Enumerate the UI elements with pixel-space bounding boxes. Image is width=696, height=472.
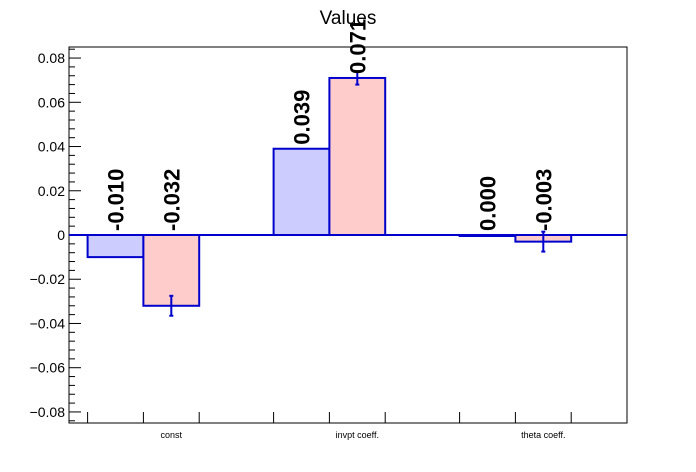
y-tick-label: −0.08 — [30, 404, 66, 420]
chart-title: Values — [320, 8, 377, 29]
bar — [86, 234, 145, 259]
x-category-label: invpt coeff. — [336, 430, 379, 440]
data-label: 0.000 — [476, 176, 501, 231]
y-tick-label: 0.06 — [38, 94, 65, 110]
y-tick-label: 0.08 — [38, 50, 65, 66]
data-label: 0.071 — [345, 19, 370, 74]
x-category-label: theta coeff. — [521, 430, 565, 440]
y-tick-label: 0 — [57, 227, 65, 243]
y-tick-label: 0.02 — [38, 183, 65, 199]
y-tick-label: −0.04 — [30, 315, 66, 331]
data-label: -0.003 — [531, 169, 556, 231]
data-label: -0.010 — [104, 169, 129, 231]
x-category-label: const — [161, 430, 183, 440]
bar — [328, 76, 387, 236]
data-label: 0.039 — [290, 90, 315, 145]
y-tick-label: −0.02 — [30, 271, 66, 287]
bar — [272, 147, 331, 237]
data-label: -0.032 — [159, 169, 184, 231]
bar — [142, 234, 201, 307]
y-tick-label: 0.04 — [38, 139, 65, 155]
y-tick-label: −0.06 — [30, 360, 66, 376]
